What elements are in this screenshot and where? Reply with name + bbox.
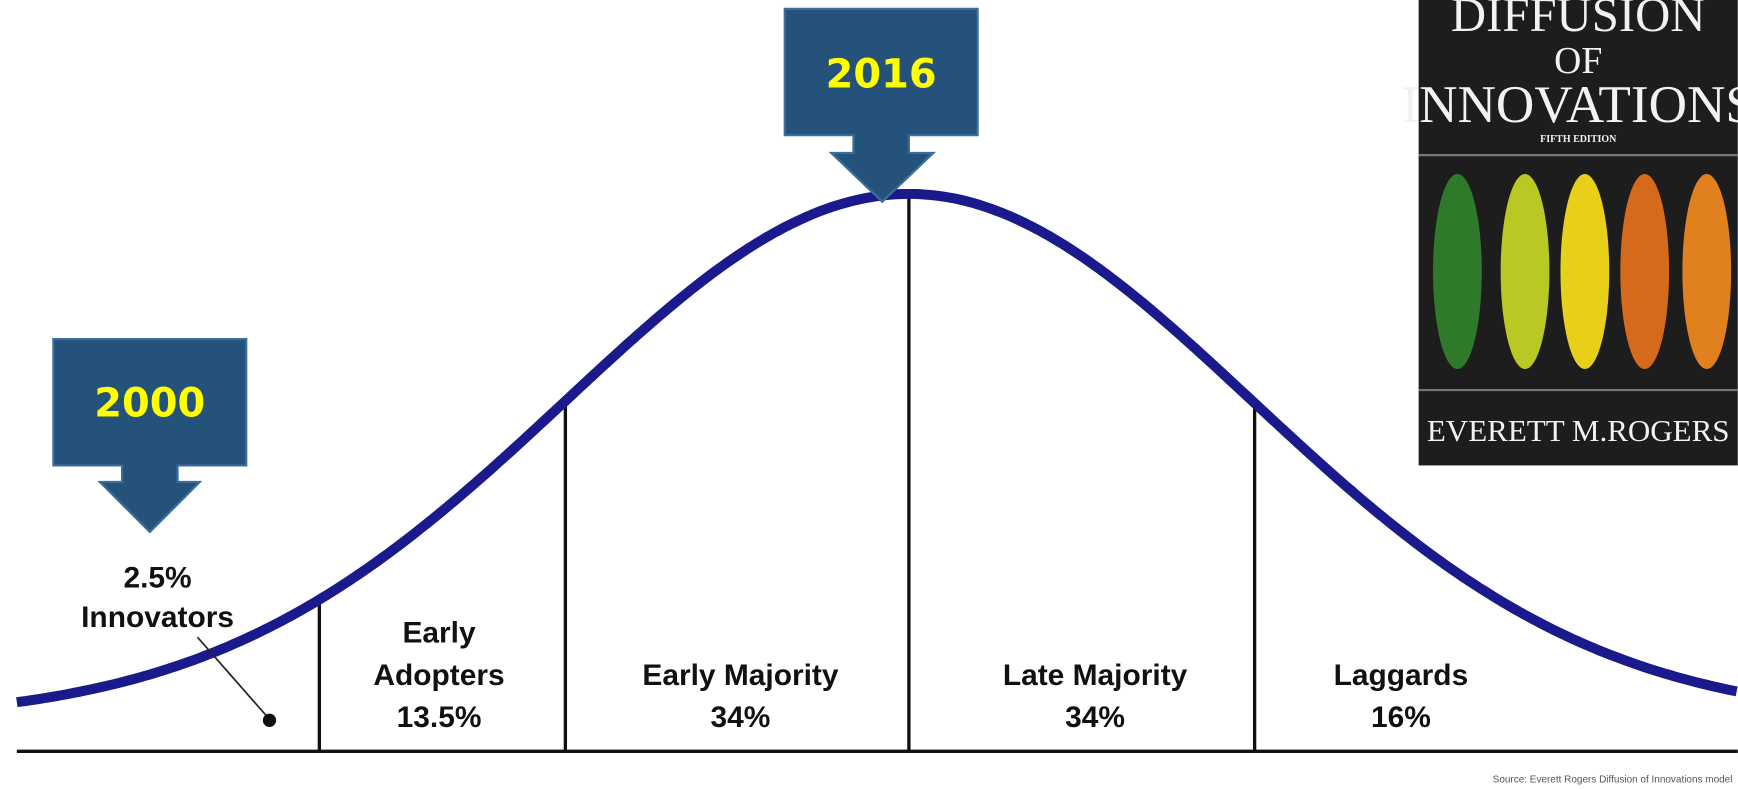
diagram: DIFFUSION OF INNOVATIONS FIFTH EDITION E… [0,0,1738,789]
segment-percent: 34% [1065,701,1125,734]
source-note: Source: Everett Rogers Diffusion of Inno… [1493,774,1733,785]
leaf [1620,174,1669,369]
marker-arrow: 2016 [785,9,978,202]
segment-name: Laggards [1334,659,1469,692]
segment-name: Adopters [373,659,504,692]
book-title: DIFFUSION [1451,0,1706,42]
leaf [1501,174,1550,369]
segment-percent: 16% [1371,701,1431,734]
page: {"markers": [{"label": "2000"}, {"label"… [0,0,1738,789]
arrow-shape [785,9,978,202]
pointer-dot [263,714,276,727]
segment-percent: 2.5% [123,561,191,594]
marker-label: 2016 [826,52,937,98]
book-title: INNOVATIONS [1401,75,1738,134]
segment-name: Early [402,617,476,650]
book-cover: DIFFUSION OF INNOVATIONS FIFTH EDITION E… [1401,0,1738,465]
segment-name: Late Majority [1003,659,1188,692]
leaf [1433,174,1482,369]
segment-percent: 13.5% [397,701,482,734]
book-edition: FIFTH EDITION [1540,134,1617,145]
leaf [1682,174,1731,369]
marker-label: 2000 [94,381,205,427]
arrow-shape [53,339,246,532]
book-author: EVERETT M.ROGERS [1427,413,1730,448]
leaf [1560,174,1609,369]
segment-name: Innovators [81,601,234,634]
segment-percent: 34% [711,701,771,734]
segment-name: Early Majority [642,659,838,692]
marker-arrow: 2000 [53,339,246,532]
